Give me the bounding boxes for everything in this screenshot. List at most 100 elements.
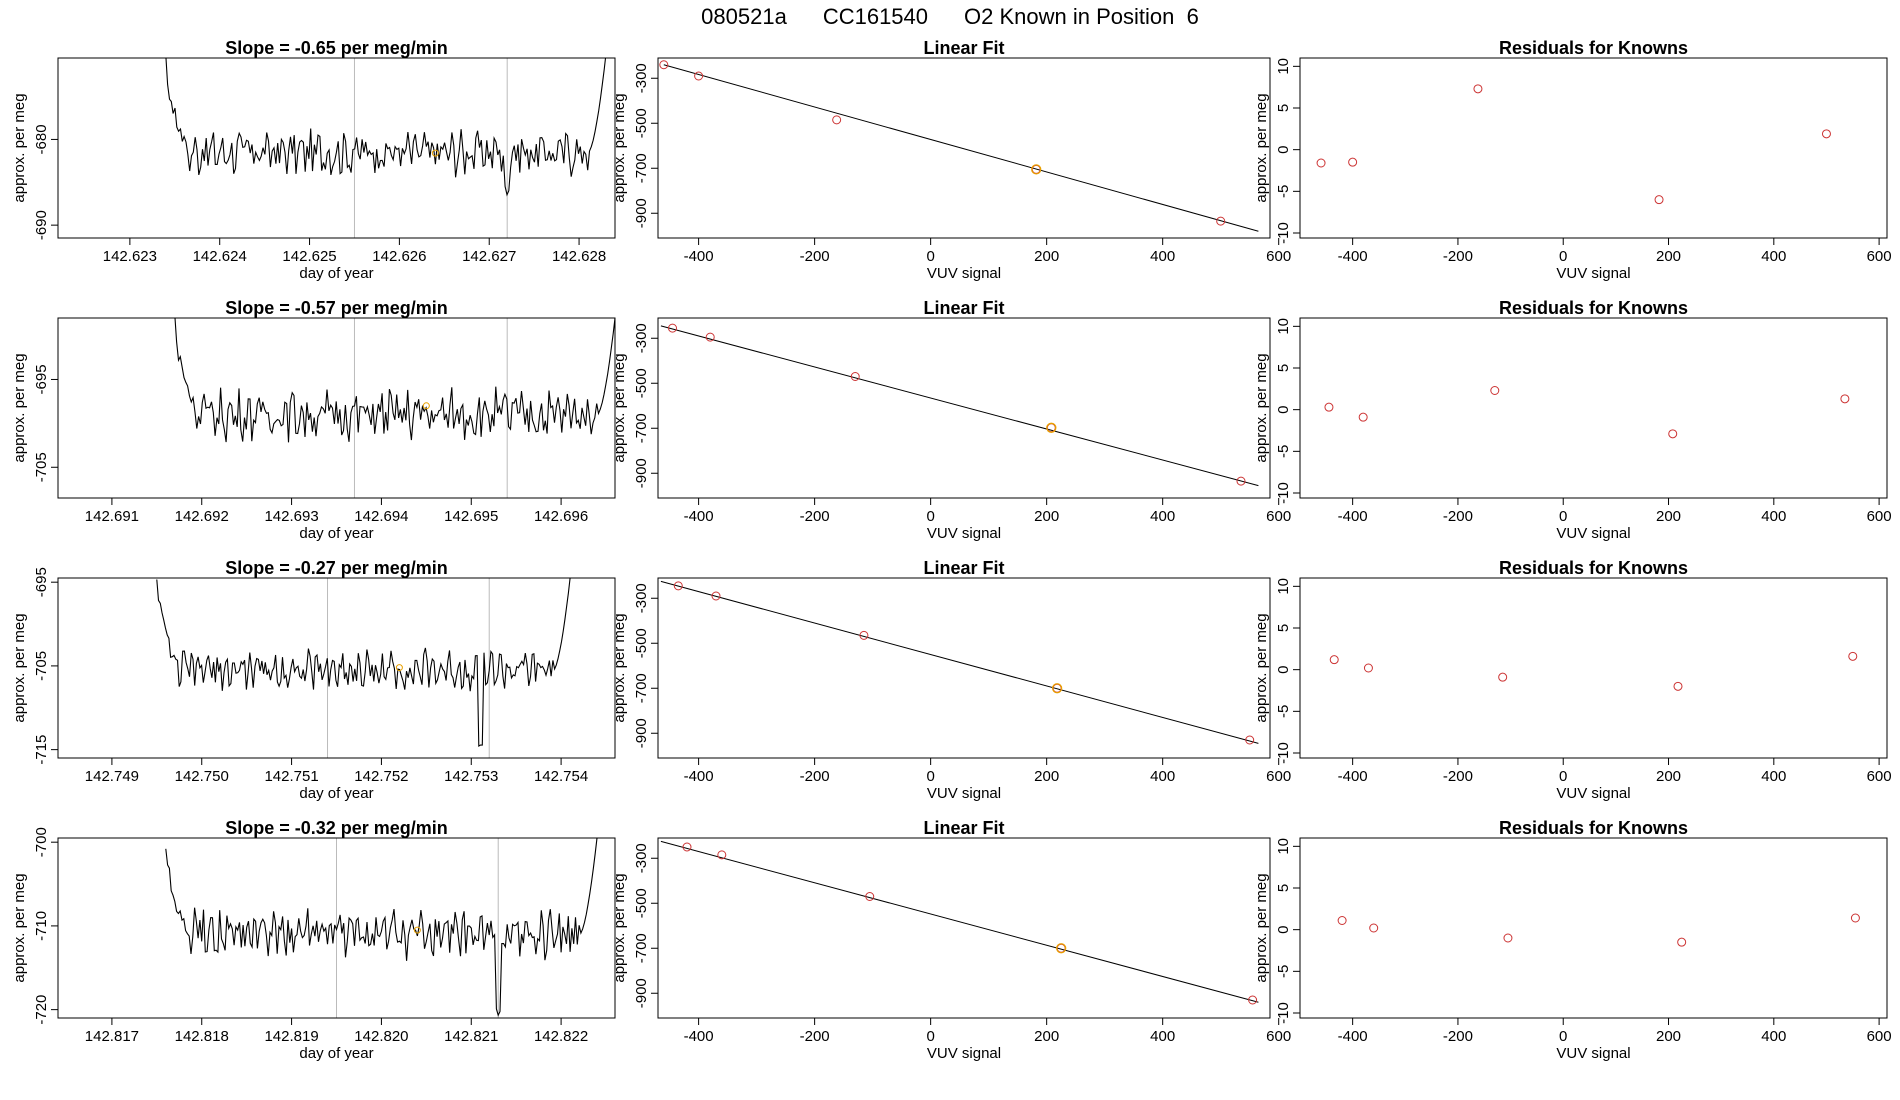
y-tick-label: -5 [1275, 185, 1292, 198]
plot-frame [657, 577, 1271, 759]
known-point [1056, 943, 1067, 954]
y-tick-label: -500 [633, 628, 650, 658]
y-axis-label: approx. per meg [611, 873, 628, 982]
y-tick-label: 0 [1275, 665, 1292, 673]
y-tick-label: -500 [633, 888, 650, 918]
y-tick-label: 5 [1275, 884, 1292, 892]
y-tick-label: -900 [633, 198, 650, 228]
known-average-marker [431, 149, 439, 157]
x-tick-label: -200 [1443, 248, 1473, 265]
x-tick-label: 142.694 [354, 508, 408, 525]
residual-point [1316, 158, 1326, 168]
x-tick-label: 600 [1266, 768, 1291, 785]
plot-frame [657, 57, 1271, 239]
x-tick-label: 0 [1559, 1028, 1567, 1045]
cylinder-id: CC161540 [822, 4, 929, 29]
x-tick-label: 142.822 [534, 1028, 588, 1045]
x-tick-label: -200 [800, 508, 830, 525]
x-tick-label: 0 [1559, 508, 1567, 525]
y-tick-label: 10 [1275, 578, 1292, 595]
x-tick-label: 0 [926, 768, 934, 785]
data-layer [165, 58, 607, 238]
y-tick-label: -300 [633, 323, 650, 353]
x-tick-label: 142.624 [193, 248, 247, 265]
panel-linear-fit-row-3: Linear Fit -400 -200 0 200 400 600 VUV signal -9… [611, 558, 1291, 802]
signal-trace [174, 318, 615, 443]
residual-point [1324, 402, 1334, 412]
plot-frame [1299, 837, 1888, 1019]
panel-title: Linear Fit [923, 298, 1004, 318]
y-tick-label: -700 [33, 827, 50, 857]
data-layer [660, 580, 1259, 745]
x-tick-label: -400 [684, 508, 714, 525]
y-axis-label: approx. per meg [611, 93, 628, 202]
y-tick-label: -500 [633, 368, 650, 398]
y-tick-label: -900 [633, 458, 650, 488]
x-tick-label: 400 [1761, 768, 1786, 785]
x-tick-label: 142.623 [103, 248, 157, 265]
y-tick-label: 10 [1275, 838, 1292, 855]
plot-frame [57, 57, 616, 239]
x-axis-label: VUV signal [927, 525, 1001, 542]
residual-point [1358, 412, 1368, 422]
x-tick-label: -200 [800, 768, 830, 785]
figure-title: 080521a CC161540 O2 Known in Position 6 [0, 4, 1900, 30]
y-axis-label: approx. per meg [1253, 353, 1270, 462]
panel-title: Slope = -0.57 per meg/min [225, 298, 448, 318]
x-tick-label: -200 [1443, 508, 1473, 525]
panel-title: Residuals for Knowns [1499, 818, 1688, 838]
panel-title: Linear Fit [923, 558, 1004, 578]
x-tick-label: 142.625 [282, 248, 336, 265]
panel-title: Linear Fit [923, 38, 1004, 58]
data-layer [1329, 651, 1858, 691]
panel-time-series-row-3: Slope = -0.27 per meg/min 142.749 142.750 1… [11, 558, 616, 802]
panel-title: Slope = -0.27 per meg/min [225, 558, 448, 578]
y-tick-label: -695 [33, 364, 50, 394]
x-tick-label: 400 [1761, 508, 1786, 525]
x-tick-label: 142.821 [444, 1028, 498, 1045]
fit-line [660, 580, 1259, 744]
standard-point [668, 323, 678, 333]
standard-point [717, 850, 727, 860]
plot-frame [1299, 577, 1888, 759]
x-tick-label: 142.753 [444, 768, 498, 785]
x-tick-label: -400 [1338, 1028, 1368, 1045]
data-layer [660, 323, 1259, 487]
y-tick-label: 0 [1275, 405, 1292, 413]
x-tick-label: 142.820 [354, 1028, 408, 1045]
panel-time-series-row-2: Slope = -0.57 per meg/min 142.691 142.692 1… [11, 298, 616, 542]
x-tick-label: 142.752 [354, 768, 408, 785]
x-tick-label: 142.751 [264, 768, 318, 785]
x-tick-label: 200 [1034, 508, 1059, 525]
fit-line [660, 840, 1259, 1003]
panel-linear-fit-row-2: Linear Fit -400 -200 0 200 400 600 VUV signal -9… [611, 298, 1291, 542]
x-axis-label: day of year [299, 785, 373, 802]
panel-time-series-row-1: Slope = -0.65 per meg/min 142.623 142.624 1… [11, 38, 616, 282]
x-tick-label: 600 [1266, 1028, 1291, 1045]
data-layer [156, 578, 571, 758]
panel-title: Slope = -0.65 per meg/min [225, 38, 448, 58]
x-tick-label: 142.692 [175, 508, 229, 525]
y-tick-label: -710 [33, 911, 50, 941]
residual-point [1677, 937, 1687, 947]
standard-point [832, 115, 842, 125]
y-tick-label: -5 [1275, 705, 1292, 718]
y-tick-label: -705 [33, 651, 50, 681]
known-point [1046, 422, 1057, 433]
y-axis-label: approx. per meg [611, 353, 628, 462]
data-layer [659, 60, 1259, 232]
plot-frame [57, 837, 616, 1019]
y-tick-label: 10 [1275, 318, 1292, 335]
plot-frame [657, 317, 1271, 499]
x-tick-label: 400 [1150, 768, 1175, 785]
x-axis-label: VUV signal [1556, 1045, 1630, 1062]
residual-point [1498, 672, 1508, 682]
known-average-marker [422, 402, 430, 410]
x-tick-label: -400 [1338, 248, 1368, 265]
y-tick-label: -5 [1275, 965, 1292, 978]
residual-point [1668, 429, 1678, 439]
panel-residuals-row-2: Residuals for Knowns -400 -200 0 200 400 600 VU… [1253, 298, 1892, 542]
plot-frame [1299, 57, 1888, 239]
x-tick-label: 142.695 [444, 508, 498, 525]
residual-point [1821, 129, 1831, 139]
